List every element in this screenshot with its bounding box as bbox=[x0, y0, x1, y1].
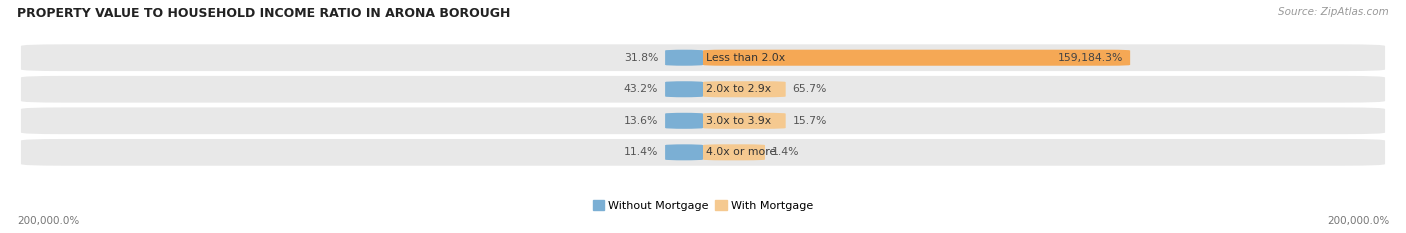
Legend: Without Mortgage, With Mortgage: Without Mortgage, With Mortgage bbox=[588, 196, 818, 215]
FancyBboxPatch shape bbox=[665, 144, 703, 160]
Text: Less than 2.0x: Less than 2.0x bbox=[706, 53, 786, 63]
Text: 31.8%: 31.8% bbox=[624, 53, 658, 63]
FancyBboxPatch shape bbox=[665, 81, 703, 97]
FancyBboxPatch shape bbox=[665, 50, 703, 66]
FancyBboxPatch shape bbox=[703, 144, 765, 160]
FancyBboxPatch shape bbox=[21, 139, 1385, 166]
Text: 159,184.3%: 159,184.3% bbox=[1057, 53, 1123, 63]
Text: 200,000.0%: 200,000.0% bbox=[1327, 216, 1389, 226]
Text: 43.2%: 43.2% bbox=[624, 84, 658, 94]
FancyBboxPatch shape bbox=[703, 81, 786, 97]
Text: Source: ZipAtlas.com: Source: ZipAtlas.com bbox=[1278, 7, 1389, 17]
Text: 1.4%: 1.4% bbox=[772, 147, 800, 157]
FancyBboxPatch shape bbox=[21, 107, 1385, 134]
FancyBboxPatch shape bbox=[703, 50, 1130, 66]
Text: 13.6%: 13.6% bbox=[624, 116, 658, 126]
Text: 4.0x or more: 4.0x or more bbox=[706, 147, 776, 157]
Text: 2.0x to 2.9x: 2.0x to 2.9x bbox=[706, 84, 772, 94]
Text: 200,000.0%: 200,000.0% bbox=[17, 216, 79, 226]
Text: PROPERTY VALUE TO HOUSEHOLD INCOME RATIO IN ARONA BOROUGH: PROPERTY VALUE TO HOUSEHOLD INCOME RATIO… bbox=[17, 7, 510, 20]
Text: 11.4%: 11.4% bbox=[624, 147, 658, 157]
Text: 15.7%: 15.7% bbox=[793, 116, 827, 126]
FancyBboxPatch shape bbox=[703, 113, 786, 129]
Text: 65.7%: 65.7% bbox=[793, 84, 827, 94]
FancyBboxPatch shape bbox=[21, 76, 1385, 103]
FancyBboxPatch shape bbox=[665, 113, 703, 129]
Text: 3.0x to 3.9x: 3.0x to 3.9x bbox=[706, 116, 772, 126]
FancyBboxPatch shape bbox=[21, 44, 1385, 71]
